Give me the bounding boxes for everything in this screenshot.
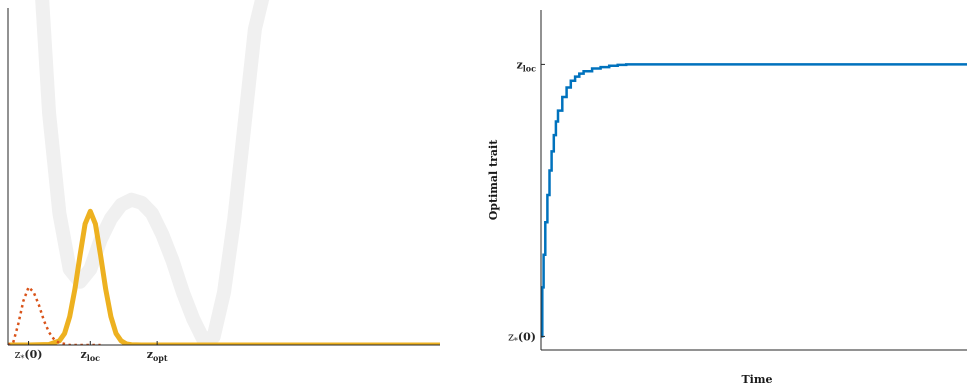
right-y-axis-title: Optimal trait — [487, 139, 500, 220]
left-x-tick-label-1: z*(0) — [15, 348, 43, 363]
right-x-axis-title: Time — [741, 373, 772, 386]
left-series-line-2 — [8, 208, 440, 345]
left-x-tick-label-2: zloc — [81, 348, 101, 363]
right-y-tick-label-1: z*(0) — [508, 330, 536, 345]
left-x-tick-label-3: zopt — [147, 348, 168, 363]
right-y-tick-label-2: zloc — [517, 58, 537, 73]
right-series-line-1 — [541, 63, 967, 338]
left-series-line-3 — [8, 285, 101, 345]
